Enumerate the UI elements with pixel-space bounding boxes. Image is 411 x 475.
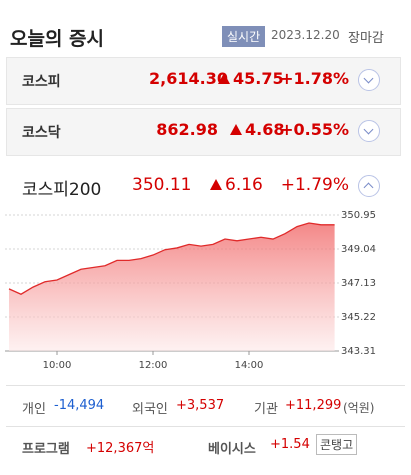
index-rate: +1.79%	[280, 175, 349, 195]
live-badge: 실시간	[222, 26, 266, 47]
index-value: 2,614.30	[149, 69, 228, 88]
chevron	[363, 182, 374, 193]
investor-label: 기관	[254, 402, 278, 417]
change-value: 45.75	[233, 69, 284, 88]
index-change: 6.16	[210, 175, 263, 195]
change-value: 6.16	[225, 175, 263, 195]
unit: (억원)	[343, 401, 375, 415]
investor-label: 외국인	[132, 402, 168, 417]
date: 2023.12.20	[271, 28, 340, 42]
up-arrow	[230, 124, 242, 135]
x-tick-label: 10:00	[43, 360, 72, 370]
y-tick-label: 343.31	[341, 346, 376, 357]
basis-label: 베이시스	[208, 442, 256, 457]
basis-value: +1.54	[270, 437, 310, 452]
index-chart: 350.95 349.04 347.13 345.22 343.31 10:00 12:00…	[5, 210, 376, 370]
investor-value: +11,299	[285, 398, 342, 413]
collapse-button[interactable]	[358, 175, 380, 197]
index-row[interactable]	[6, 108, 401, 156]
investor-label: 개인	[22, 402, 46, 417]
status: 장마감	[348, 31, 384, 46]
index-change: 4.68	[230, 120, 284, 139]
investor-value: -14,494	[54, 398, 105, 413]
change-value: 4.68	[245, 120, 285, 139]
program-label: 프로그램	[22, 442, 70, 457]
index-change: 45.75	[218, 69, 284, 88]
area-fill	[9, 223, 335, 351]
index-value: 350.11	[132, 175, 192, 195]
chevron	[363, 73, 374, 84]
title: 오늘의 증시	[10, 28, 105, 50]
investor-value: +3,537	[176, 398, 225, 413]
index-name: 코스피	[22, 74, 61, 90]
basis-tag: 콘탱고	[316, 434, 358, 455]
index-name: 코스피200	[22, 180, 102, 200]
price-line	[8, 222, 335, 295]
index-row[interactable]	[6, 57, 401, 105]
up-arrow	[218, 73, 230, 84]
index-rate: +0.55%	[280, 120, 349, 139]
expand-button[interactable]	[358, 69, 380, 91]
index-value: 862.98	[156, 120, 218, 139]
index-name: 코스닥	[22, 125, 61, 141]
investor-box	[6, 385, 405, 427]
up-arrow	[210, 179, 222, 190]
y-tick-label: 345.22	[341, 312, 376, 323]
x-tick-label: 12:00	[139, 360, 168, 370]
x-tick-label: 14:00	[235, 360, 264, 370]
index-rate: +1.78%	[280, 69, 349, 88]
chevron	[363, 124, 374, 135]
y-tick-label: 347.13	[341, 278, 376, 289]
y-tick-label: 350.95	[341, 210, 376, 221]
expand-button[interactable]	[358, 120, 380, 142]
y-tick-label: 349.04	[341, 244, 376, 255]
program-value: +12,367억	[86, 441, 155, 456]
